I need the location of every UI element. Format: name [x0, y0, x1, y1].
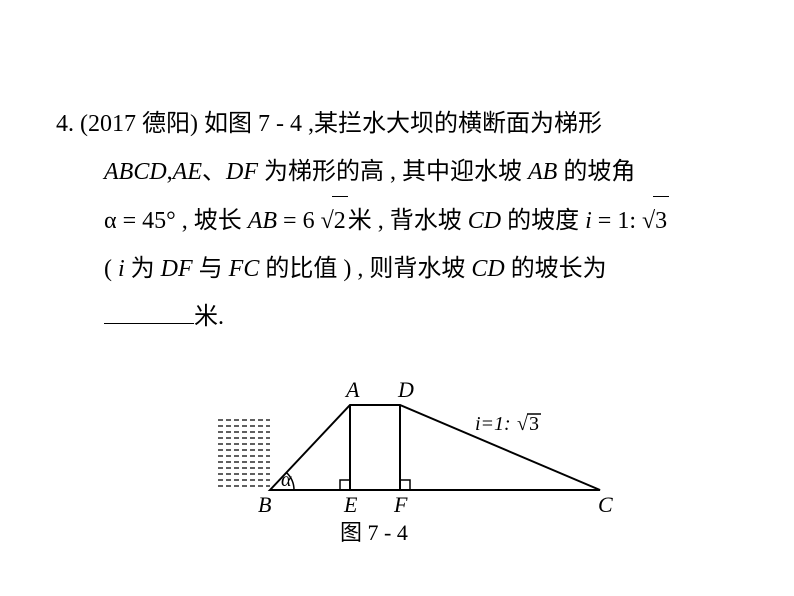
t: α = 45° , 坡长 — [104, 208, 248, 234]
t: 的坡度 — [501, 208, 585, 234]
svg-text:F: F — [393, 492, 408, 517]
t: 为 — [125, 256, 161, 282]
line1-rest: 如图 7 - 4 ,某拦水大坝的横断面为梯形 — [204, 111, 602, 137]
line-5: 米. — [104, 293, 746, 341]
t: 的比值 ) , 则背水坡 — [259, 256, 471, 282]
unit: 米. — [194, 304, 224, 330]
seg-cd: CD — [468, 208, 501, 234]
svg-text:√: √ — [517, 413, 528, 435]
t: 、 — [202, 159, 226, 185]
t: 米 , 背水坡 — [348, 208, 468, 234]
trapezoid-diagram: A D B E F Cα i=1: √3 — [200, 360, 640, 520]
svg-text:A: A — [344, 377, 360, 402]
line-1: 4. (2017 德阳) 如图 7 - 4 ,某拦水大坝的横断面为梯形 — [56, 100, 746, 148]
t: 的坡角 — [557, 159, 635, 185]
seg-df: DF — [226, 159, 258, 185]
problem-source: (2017 德阳) — [80, 111, 198, 137]
line-2: ABCD,AE、DF 为梯形的高 , 其中迎水坡 AB 的坡角 — [104, 148, 746, 196]
seg-ab: AB — [528, 159, 557, 185]
t: ( — [104, 256, 118, 282]
t: = 1: — [592, 208, 642, 234]
var-i: i — [585, 208, 592, 234]
svg-text:α: α — [281, 469, 292, 491]
sqrt-3: √3 — [642, 196, 669, 245]
seg-ab2: AB — [248, 208, 277, 234]
t: = 6 — [277, 208, 321, 234]
seg-df2: DF — [161, 256, 193, 282]
svg-text:3: 3 — [529, 413, 539, 435]
svg-text:i=1:: i=1: — [475, 413, 511, 435]
figure: A D B E F Cα i=1: √3 图 7 - 4 — [200, 360, 640, 560]
var-i2: i — [118, 256, 125, 282]
figure-caption: 图 7 - 4 — [340, 515, 408, 547]
line-4: ( i 为 DF 与 FC 的比值 ) , 则背水坡 CD 的坡长为 — [104, 245, 746, 293]
svg-text:D: D — [397, 377, 414, 402]
seg-cd2: CD — [471, 256, 504, 282]
seg-ae: AE — [173, 159, 202, 185]
seg-abcd: ABCD — [104, 159, 167, 185]
svg-text:C: C — [598, 492, 613, 517]
line-3: α = 45° , 坡长 AB = 6 √2米 , 背水坡 CD 的坡度 i =… — [104, 196, 746, 245]
seg-fc: FC — [229, 256, 260, 282]
t: 为梯形的高 , 其中迎水坡 — [258, 159, 528, 185]
t: 与 — [193, 256, 229, 282]
problem-number: 4. — [56, 111, 74, 137]
svg-text:B: B — [258, 492, 271, 517]
svg-text:E: E — [343, 492, 358, 517]
t: 的坡长为 — [505, 256, 607, 282]
answer-blank — [104, 298, 194, 324]
sqrt-2: √2 — [321, 196, 348, 245]
problem-block: 4. (2017 德阳) 如图 7 - 4 ,某拦水大坝的横断面为梯形 ABCD… — [56, 100, 746, 341]
